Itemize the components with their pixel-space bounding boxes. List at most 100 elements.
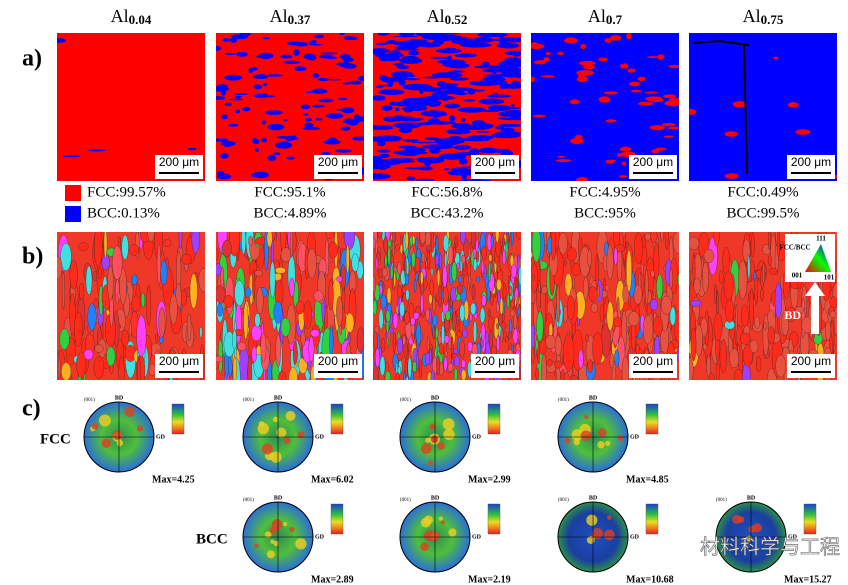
phase-grain bbox=[216, 96, 226, 101]
grain bbox=[289, 232, 294, 258]
phase-grain bbox=[222, 141, 233, 148]
phase-grain bbox=[221, 114, 228, 120]
grain bbox=[456, 262, 460, 269]
pole-figure: BD GD (001) Max=15.27 bbox=[715, 495, 832, 585]
pole-figure: BD GD (001) Max=4.85 bbox=[557, 395, 669, 485]
alloy-subscript: 0.7 bbox=[606, 12, 623, 27]
phase-grain bbox=[236, 51, 248, 57]
grain bbox=[288, 367, 298, 380]
phase-grain bbox=[253, 84, 262, 90]
phase-grain bbox=[644, 91, 659, 94]
pole-top-label: BD bbox=[589, 495, 598, 501]
phase-grain bbox=[496, 42, 520, 49]
grain bbox=[453, 355, 460, 367]
grain bbox=[456, 284, 464, 295]
grain bbox=[541, 285, 548, 294]
grain bbox=[669, 306, 676, 326]
phase-grain bbox=[580, 44, 587, 50]
phase-grain bbox=[512, 50, 521, 57]
phase-grain bbox=[396, 65, 409, 70]
phase-map bbox=[531, 33, 679, 181]
grain bbox=[378, 308, 384, 330]
grain bbox=[564, 259, 567, 267]
ipf-map bbox=[216, 232, 364, 380]
phase-grain bbox=[312, 73, 320, 78]
grain bbox=[739, 332, 751, 345]
grain bbox=[69, 259, 78, 290]
phase-grain bbox=[402, 83, 433, 91]
grain bbox=[516, 232, 521, 240]
bcc-fraction: BCC:0.13% bbox=[87, 205, 160, 221]
phase-grain bbox=[234, 95, 242, 99]
phase-grain bbox=[411, 141, 436, 144]
grain bbox=[266, 232, 273, 248]
phase-grain bbox=[323, 56, 338, 60]
grain bbox=[546, 359, 553, 367]
grain bbox=[397, 285, 402, 299]
grain bbox=[785, 306, 796, 322]
phase-grain bbox=[242, 106, 251, 112]
phase-grain bbox=[302, 126, 321, 131]
grain bbox=[454, 235, 459, 248]
phase-grain bbox=[328, 137, 337, 143]
phase-grain bbox=[256, 55, 262, 59]
phase-grain bbox=[220, 89, 227, 96]
grain bbox=[380, 337, 386, 353]
grain bbox=[606, 244, 614, 281]
pole-side-label: GD bbox=[472, 534, 482, 540]
grain bbox=[453, 367, 458, 380]
phase-grain bbox=[444, 103, 460, 109]
phase-grain bbox=[393, 35, 419, 38]
phase-grain bbox=[222, 38, 231, 42]
grain bbox=[300, 331, 306, 347]
phase-grain bbox=[267, 155, 277, 162]
phase-grain bbox=[229, 37, 238, 43]
grain bbox=[383, 318, 386, 326]
phase-grain bbox=[376, 149, 391, 153]
phase-grain bbox=[482, 76, 506, 83]
phase-grain bbox=[261, 138, 268, 143]
grain bbox=[760, 288, 764, 301]
phase-grain bbox=[418, 166, 433, 171]
scale-bar-label: 200 μm bbox=[475, 354, 515, 368]
grain bbox=[392, 332, 396, 353]
grain bbox=[490, 235, 494, 248]
scale-bar-box bbox=[471, 354, 519, 378]
phase-grain bbox=[388, 50, 401, 57]
max-label: Max=2.89 bbox=[311, 574, 354, 585]
phase-grain bbox=[541, 75, 555, 78]
phase-grain bbox=[397, 40, 425, 46]
grain bbox=[425, 308, 430, 321]
phase-grain bbox=[622, 63, 629, 69]
phase-grain bbox=[626, 33, 632, 40]
grain bbox=[160, 260, 168, 286]
grain bbox=[621, 355, 630, 380]
grain bbox=[578, 349, 584, 369]
phase-grain bbox=[428, 118, 440, 123]
phase-grain bbox=[724, 131, 738, 137]
grain bbox=[396, 337, 403, 354]
grain bbox=[147, 232, 155, 243]
phase-grain bbox=[448, 136, 462, 140]
pole-spot bbox=[124, 406, 135, 417]
grain bbox=[419, 232, 426, 245]
phase-grain bbox=[216, 86, 230, 92]
grain bbox=[251, 346, 257, 363]
pole-plane-label: (001) bbox=[716, 498, 727, 503]
pole-figure: BD GD (001) Max=6.02 bbox=[242, 395, 354, 485]
phase-grain bbox=[434, 33, 459, 35]
phase-grain bbox=[398, 145, 417, 149]
ipf-legend-right: 101 bbox=[824, 274, 835, 282]
grain bbox=[93, 298, 99, 309]
pole-spot bbox=[732, 514, 742, 524]
phase-grain bbox=[557, 155, 565, 158]
grain bbox=[442, 265, 448, 288]
grain bbox=[500, 328, 504, 343]
grain bbox=[57, 256, 63, 280]
grain bbox=[115, 278, 120, 303]
fcc-fraction: FCC:4.95% bbox=[569, 184, 640, 200]
scale-bar-label: 200 μm bbox=[475, 155, 515, 169]
phase-grain bbox=[234, 92, 248, 96]
grain bbox=[689, 357, 694, 380]
fcc-fraction: FCC:0.49% bbox=[727, 184, 798, 200]
